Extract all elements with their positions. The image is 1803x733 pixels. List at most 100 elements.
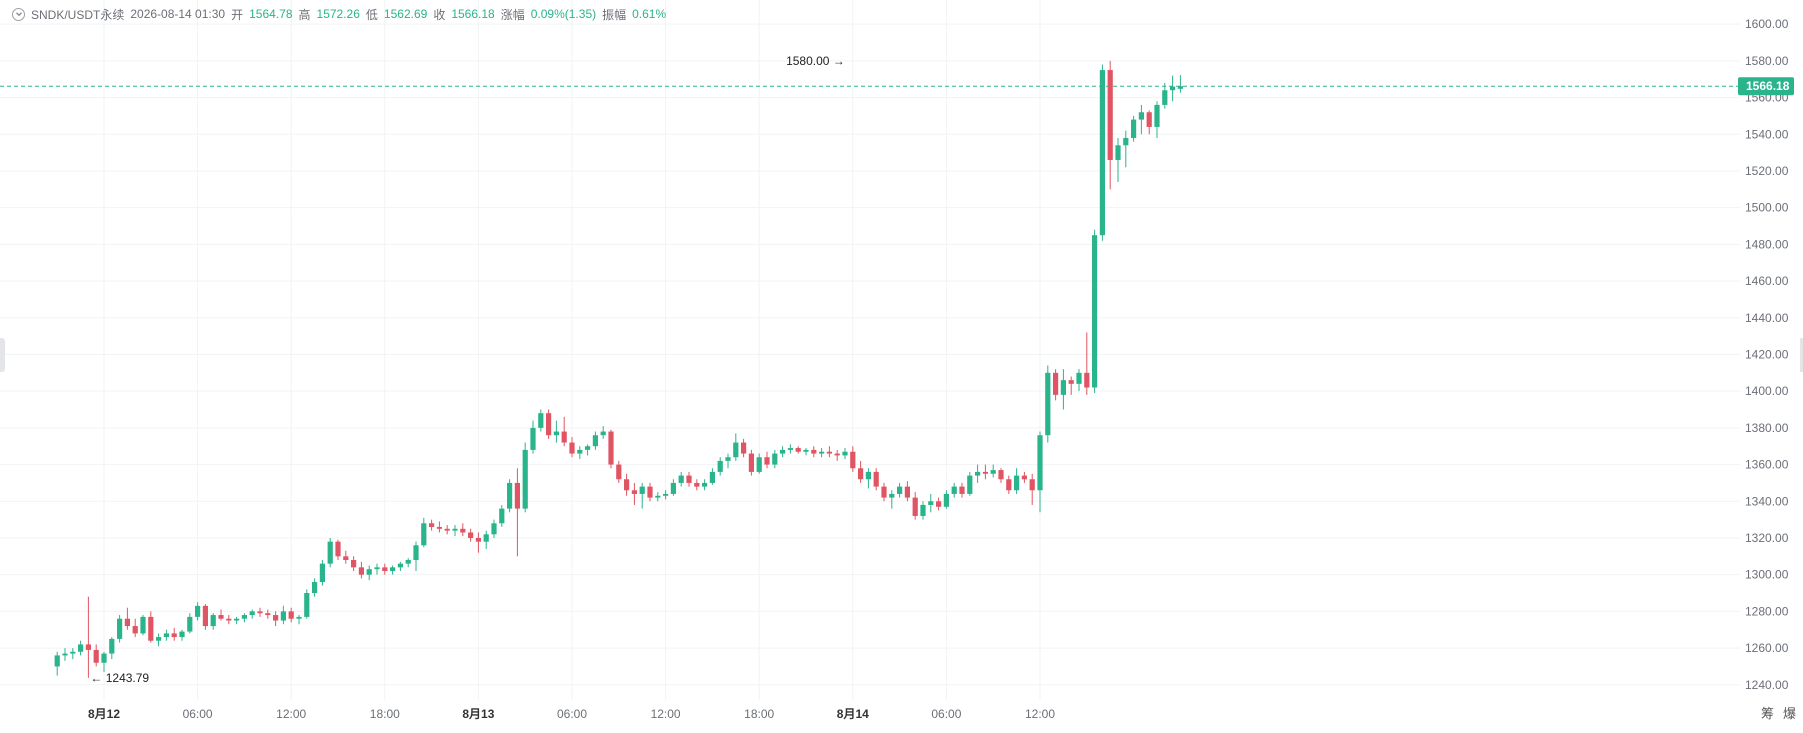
candle[interactable]	[702, 479, 708, 491]
candle[interactable]	[148, 611, 154, 643]
left-panel-handle[interactable]	[0, 338, 5, 372]
candle[interactable]	[1037, 431, 1043, 513]
candle[interactable]	[1115, 137, 1121, 182]
candle[interactable]	[1006, 475, 1012, 494]
candle[interactable]	[530, 420, 536, 454]
liquidation-button[interactable]: 爆	[1783, 706, 1797, 721]
candle[interactable]	[1154, 101, 1160, 138]
candle[interactable]	[241, 613, 247, 623]
candle[interactable]	[561, 416, 567, 447]
candle[interactable]	[616, 460, 622, 483]
candle[interactable]	[195, 602, 201, 621]
candle[interactable]	[639, 482, 645, 509]
candle[interactable]	[725, 453, 731, 469]
candle[interactable]	[327, 537, 333, 568]
candle[interactable]	[54, 651, 60, 676]
candle[interactable]	[397, 561, 403, 572]
candle[interactable]	[904, 481, 910, 502]
candle[interactable]	[421, 517, 427, 548]
candle[interactable]	[265, 609, 271, 619]
candle[interactable]	[577, 446, 583, 460]
candle[interactable]	[117, 615, 123, 643]
candle[interactable]	[819, 448, 825, 458]
candle[interactable]	[273, 611, 279, 627]
candle[interactable]	[858, 460, 864, 483]
candle[interactable]	[140, 615, 146, 636]
candle[interactable]	[592, 431, 598, 450]
candle[interactable]	[187, 613, 193, 634]
candle[interactable]	[210, 613, 216, 630]
candle[interactable]	[444, 525, 450, 535]
candle[interactable]	[163, 629, 169, 641]
candle[interactable]	[647, 482, 653, 502]
candle[interactable]	[101, 651, 107, 672]
candle[interactable]	[171, 627, 177, 641]
candle[interactable]	[249, 609, 255, 619]
price-axis[interactable]: 1600.001580.001560.001540.001520.001500.…	[1745, 17, 1789, 692]
candle[interactable]	[491, 519, 497, 538]
candle[interactable]	[234, 616, 240, 625]
candle[interactable]	[600, 426, 606, 439]
candle[interactable]	[975, 464, 981, 483]
candle[interactable]	[990, 464, 996, 478]
candle[interactable]	[834, 449, 840, 461]
candle[interactable]	[1021, 471, 1027, 483]
candle[interactable]	[319, 559, 325, 586]
candles-layer[interactable]	[54, 60, 1183, 678]
candle[interactable]	[475, 532, 481, 553]
candle[interactable]	[1084, 332, 1090, 395]
candle[interactable]	[569, 437, 575, 458]
candle[interactable]	[156, 633, 162, 647]
candle[interactable]	[366, 565, 372, 581]
candle[interactable]	[959, 482, 965, 498]
candle[interactable]	[865, 468, 871, 489]
candle[interactable]	[608, 429, 614, 469]
candle[interactable]	[811, 446, 817, 458]
candle[interactable]	[343, 550, 349, 564]
candle[interactable]	[413, 541, 419, 572]
candle[interactable]	[912, 492, 918, 520]
candle[interactable]	[998, 468, 1004, 483]
candle[interactable]	[507, 479, 513, 513]
candle[interactable]	[842, 448, 848, 460]
candle[interactable]	[288, 607, 294, 623]
candle[interactable]	[936, 497, 942, 511]
candle[interactable]	[312, 578, 318, 597]
candle[interactable]	[920, 501, 926, 520]
candle[interactable]	[873, 468, 879, 491]
candle[interactable]	[670, 479, 676, 496]
candle[interactable]	[460, 523, 466, 537]
candle[interactable]	[70, 648, 76, 660]
candle[interactable]	[1146, 110, 1152, 135]
candle[interactable]	[93, 644, 99, 667]
candle[interactable]	[585, 444, 591, 456]
candle[interactable]	[179, 629, 185, 641]
candle[interactable]	[382, 563, 388, 575]
candle[interactable]	[62, 648, 68, 661]
candle[interactable]	[429, 519, 435, 531]
candle[interactable]	[1107, 60, 1113, 190]
candle[interactable]	[351, 556, 357, 572]
candle[interactable]	[1138, 104, 1144, 135]
candle[interactable]	[1045, 365, 1051, 443]
candle[interactable]	[202, 604, 208, 630]
candle[interactable]	[374, 563, 380, 575]
candle[interactable]	[452, 525, 458, 537]
candle[interactable]	[468, 528, 474, 542]
candle[interactable]	[124, 607, 130, 630]
collapse-toggle-button[interactable]	[12, 7, 25, 21]
candle[interactable]	[546, 409, 552, 439]
candle[interactable]	[803, 448, 809, 456]
candle[interactable]	[257, 607, 263, 617]
candle[interactable]	[943, 490, 949, 509]
candle[interactable]	[132, 618, 138, 638]
candle[interactable]	[928, 493, 934, 513]
candle[interactable]	[304, 589, 310, 619]
candle[interactable]	[1068, 376, 1074, 395]
right-panel-handle[interactable]	[1800, 338, 1803, 372]
candle[interactable]	[1099, 64, 1105, 241]
candle[interactable]	[1076, 369, 1082, 392]
candle[interactable]	[663, 490, 669, 500]
candle[interactable]	[522, 442, 528, 513]
